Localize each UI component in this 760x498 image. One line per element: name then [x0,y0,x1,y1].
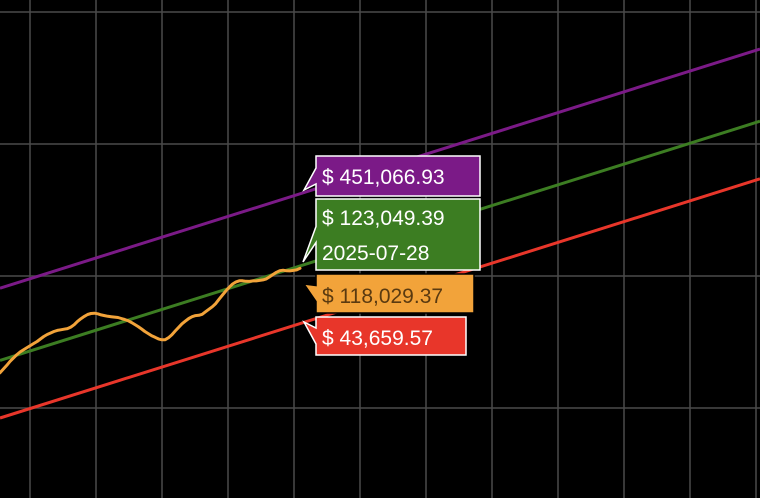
price-series-line [0,266,302,375]
price-text: $ 118,029.37 [322,285,443,308]
fair-value-price-text: $ 123,049.39 [322,207,445,230]
lower-band-price-text: $ 43,659.57 [322,327,433,350]
upper-band-label-box [302,155,481,197]
upper-band-price-label: $ 451,066.93 [302,155,481,197]
lower-band-label-box [302,316,467,356]
price-label-box [302,273,475,314]
fair-value-price-label: $ 123,049.39 2025-07-28 [302,198,481,271]
fair-value-label-box [302,198,481,271]
fair-value-date-text: 2025-07-28 [322,242,429,265]
lower-band-price-label: $ 43,659.57 [302,316,467,356]
price-label: $ 118,029.37 [302,273,475,314]
upper-band-price-text: $ 451,066.93 [322,166,445,189]
